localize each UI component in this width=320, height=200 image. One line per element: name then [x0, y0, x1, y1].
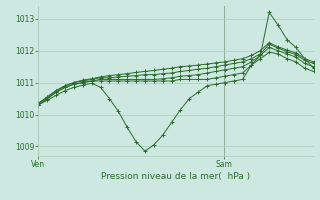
X-axis label: Pression niveau de la mer(  hPa ): Pression niveau de la mer( hPa ) — [101, 172, 251, 181]
